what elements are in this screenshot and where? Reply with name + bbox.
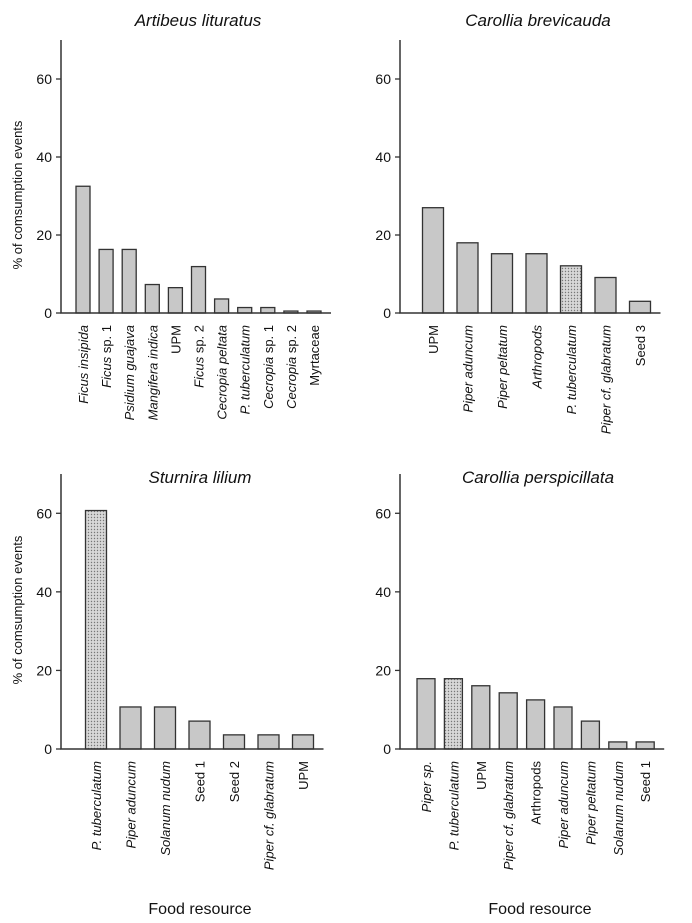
bar-piper-peltatum [580,720,601,750]
bar-upm [421,207,445,314]
category-label: Piper peltatum [583,761,598,845]
x-axis-label: Food resource [148,901,251,918]
bar-ficus-insipida [75,185,91,314]
bar-seed-1 [188,720,211,750]
y-axis-label: % of comsumption events [10,535,25,684]
category-label: Cecropia sp. 1 [261,325,276,409]
bar-arthropods [525,699,546,750]
category-label: Piper cf. glabratum [599,325,614,434]
y-tick-label: 40 [36,584,52,600]
chart-title: Carollia perspicillata [462,468,614,487]
category-label: UPM [168,325,183,354]
bar-piper-cf-glabratum [498,692,518,750]
axis-lines [60,40,331,314]
bar-solanum-nudum [608,741,628,750]
category-label: Cecropia sp. 2 [284,325,299,409]
bar-piper-aduncum [553,706,573,750]
bar-upm [167,286,184,314]
y-tick-label: 60 [375,71,391,87]
chart-panel-carollia-perspicillata: Carollia perspicillata Food resource 0 20… [375,468,665,918]
bar-p-tuberculatum [443,678,464,750]
category-label: Seed 1 [638,761,653,802]
y-axis-label: % of comsumption events [10,120,25,269]
y-tick-label: 40 [375,149,391,165]
category-label: Solanum nudum [158,761,173,856]
bar-solanum-nudum [153,706,177,750]
bar-arthropods [525,253,548,314]
y-tick-label: 20 [375,662,391,678]
category-label: Piper cf. glabratum [501,761,516,870]
category-label: P. tuberculatum [446,761,461,851]
bar-piper-cf-glabratum [257,734,280,750]
category-label: Seed 3 [633,325,648,366]
category-label: Arthropods [529,761,544,825]
chart-panel-sturnira-lilium: Sturnira lilium % of comsumption events … [10,468,324,918]
bar-ficus-sp-1 [98,248,114,314]
bar-piper-cf-glabratum [594,276,617,314]
y-tick-label: 20 [36,662,52,678]
category-label: Piper peltatum [495,325,510,409]
bar-seed-2 [222,734,246,750]
bar-seed-1 [635,741,655,750]
category-label: Seed 2 [227,761,242,802]
chart-title: Sturnira lilium [149,468,252,487]
bar-piper-peltatum [490,253,514,314]
y-tick-label: 20 [375,227,391,243]
x-axis-label: Food resource [488,901,591,918]
bar-mangifera-indica [144,283,160,314]
category-label: Piper aduncum [556,761,571,849]
category-label: Ficus sp. 2 [192,325,207,388]
y-tick-label: 0 [44,305,52,321]
y-tick-label: 60 [36,505,52,521]
bar-p-tuberculatum [237,306,253,314]
category-label: Piper sp. [419,761,434,812]
chart-panel-artibeus-lituratus: Artibeus lituratus % of comsumption even… [10,11,331,420]
y-tick-label: 0 [383,741,391,757]
category-label: Piper cf. glabratum [262,761,277,870]
bar-upm [291,734,315,750]
bar-psidium-guajava [121,248,137,314]
y-tick-label: 20 [36,227,52,243]
category-label: Ficus insipida [76,325,91,404]
bar-upm [471,685,491,750]
axis-lines [399,40,661,314]
bar-seed-3 [628,300,652,314]
y-tick-label: 0 [44,741,52,757]
category-label: Mangifera indica [145,325,160,420]
category-label: Psidium guajava [122,325,137,420]
chart-panel-carollia-brevicauda: Carollia brevicauda 0 20 40 60 UPM Piper adu… [375,11,661,434]
bar-piper-aduncum [119,706,142,750]
bar-piper-aduncum [456,242,479,314]
category-label: Ficus sp. 1 [99,325,114,388]
bar-cecropia-sp-1 [260,306,276,314]
axis-lines [399,474,665,750]
bar-p-tuberculatum [84,509,108,750]
bar-cecropia-peltata [213,298,230,314]
category-label: Piper aduncum [461,325,476,413]
y-tick-label: 60 [36,71,52,87]
category-label: UPM [474,761,489,790]
category-label: Myrtaceae [307,325,322,386]
y-tick-label: 40 [375,584,391,600]
category-label: Arthropods [530,325,545,390]
category-label: UPM [426,325,441,354]
bar-ficus-sp-2 [190,265,207,314]
category-label: P. tuberculatum [564,325,579,415]
bar-piper-sp [416,678,436,750]
y-tick-label: 60 [375,505,391,521]
axis-lines [60,474,324,750]
category-label: Piper aduncum [124,761,139,849]
y-tick-label: 40 [36,149,52,165]
category-label: Solanum nudum [611,761,626,856]
chart-title: Artibeus lituratus [134,11,262,30]
category-label: P. tuberculatum [238,325,253,415]
category-label: P. tuberculatum [89,761,104,851]
category-label: Cecropia peltata [215,325,230,420]
y-tick-label: 0 [383,305,391,321]
category-label: UPM [296,761,311,790]
bar-p-tuberculatum [559,265,583,314]
category-label: Seed 1 [193,761,208,802]
chart-title: Carollia brevicauda [465,11,611,30]
